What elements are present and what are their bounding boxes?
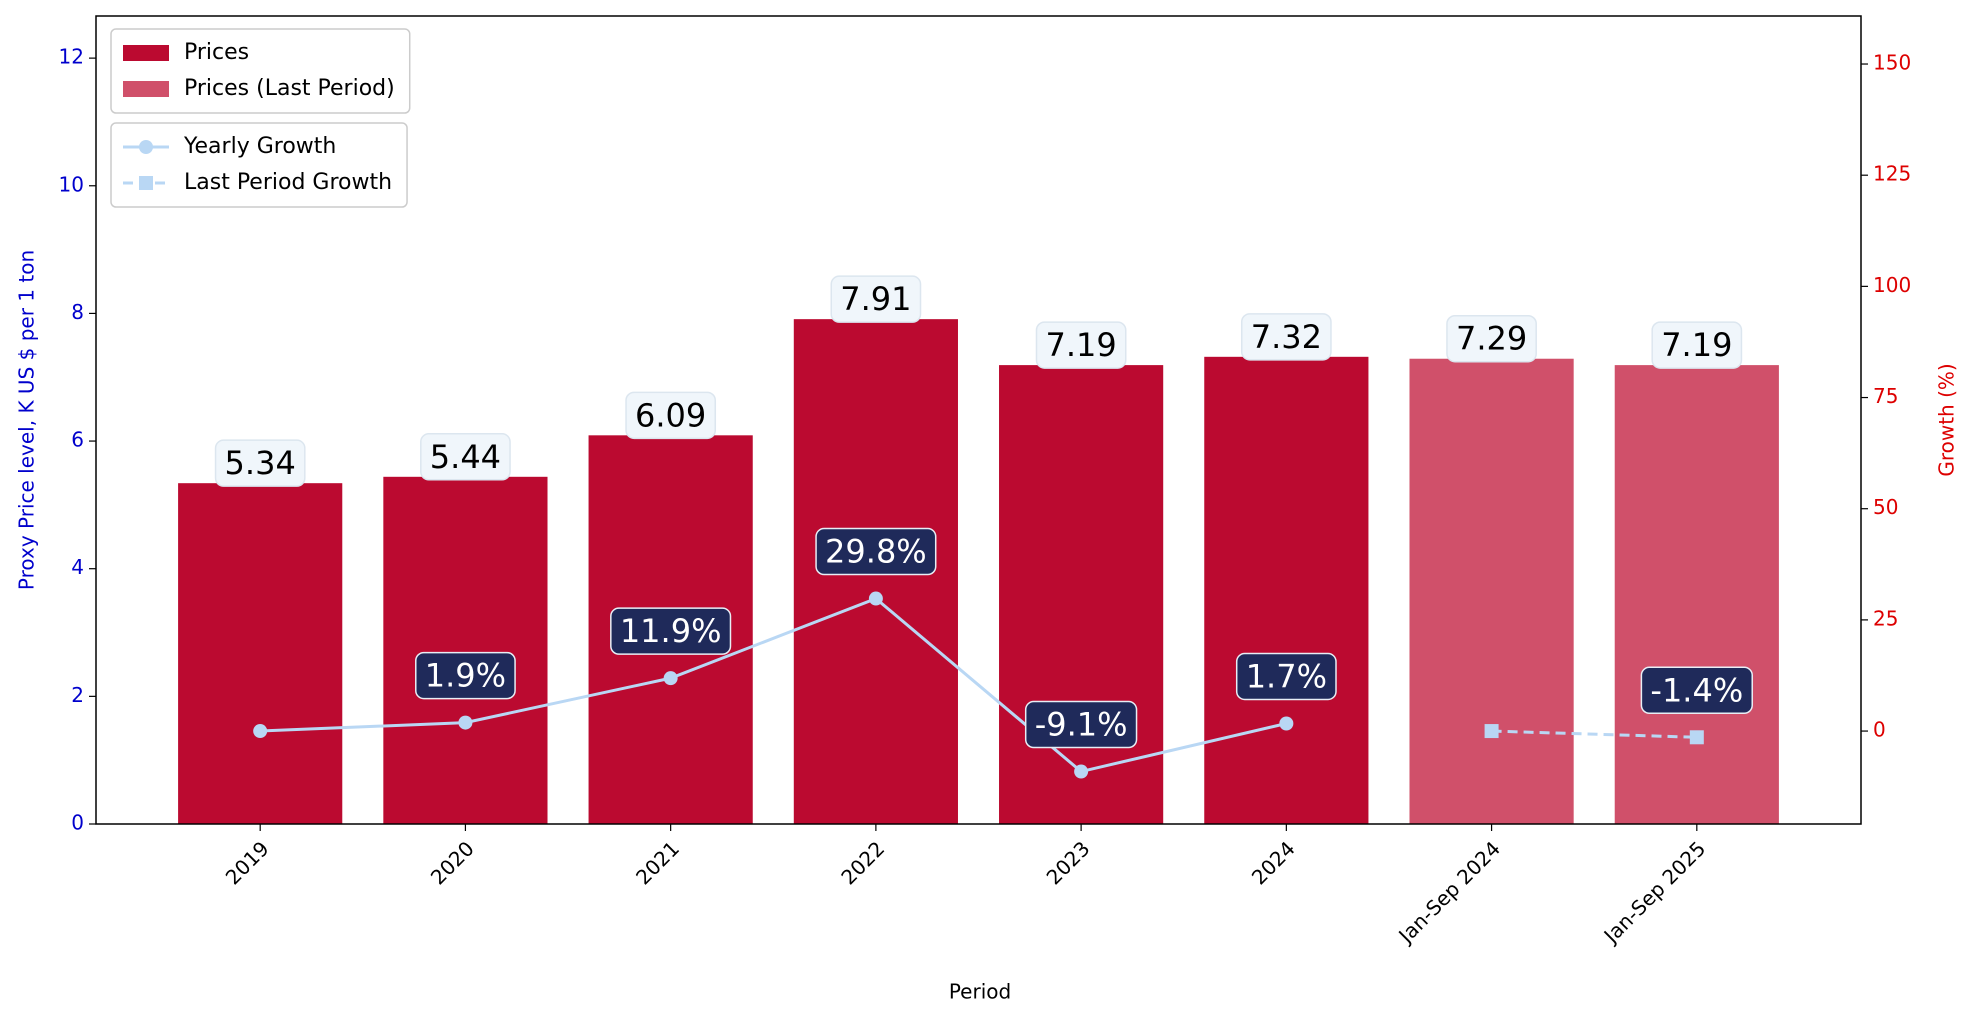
bar-value-label: 7.19 xyxy=(1045,326,1116,364)
growth-value-label: 1.9% xyxy=(425,657,506,695)
x-tick-label: 2023 xyxy=(1042,836,1095,889)
legend-marker xyxy=(139,140,153,154)
legend: Prices Prices (Last Period) xyxy=(110,28,411,114)
value-label-box xyxy=(815,527,937,576)
x-tick-label: 2019 xyxy=(221,836,274,889)
legend-swatch xyxy=(123,81,169,97)
growth-line xyxy=(1491,729,1697,739)
bar xyxy=(1204,356,1369,824)
y-tick-label: 4 xyxy=(71,555,84,579)
legend: Yearly Growth Last Period Growth xyxy=(110,122,408,208)
value-label-box xyxy=(830,275,922,323)
bar xyxy=(999,365,1164,824)
x-tick-label: 2021 xyxy=(631,836,684,889)
legend-marker xyxy=(139,176,153,190)
growth-marker xyxy=(868,591,883,606)
growth-marker xyxy=(1279,716,1294,731)
bar-value-label: 7.32 xyxy=(1251,318,1322,356)
growth-value-label: 1.7% xyxy=(1246,658,1327,696)
bar-value-label: 5.34 xyxy=(225,444,296,482)
growth-value-label: 11.9% xyxy=(620,612,722,650)
y-tick-label: 6 xyxy=(71,428,84,452)
y2-tick-label: 150 xyxy=(1873,51,1911,75)
growth-marker xyxy=(1074,764,1089,779)
value-label-box xyxy=(415,651,516,700)
y-tick-label: 0 xyxy=(71,811,84,835)
y-axis-label: Proxy Price level, K US $ per 1 ton xyxy=(15,250,39,590)
bar xyxy=(1409,358,1574,824)
x-axis-label: Period xyxy=(949,980,1011,1004)
x-tick-label: Jan-Sep 2024 xyxy=(1393,836,1505,948)
legend-box xyxy=(110,122,408,208)
growth-value-label: -1.4% xyxy=(1650,671,1743,709)
growth-marker xyxy=(1484,724,1499,739)
legend-label: Yearly Growth xyxy=(183,134,336,159)
y2-tick-label: 125 xyxy=(1873,162,1911,186)
value-label-box xyxy=(1446,314,1537,363)
bar-value-label: 7.19 xyxy=(1661,326,1732,364)
growth-marker xyxy=(663,671,678,686)
y2-tick-label: 50 xyxy=(1873,495,1898,519)
value-label-box xyxy=(214,439,306,487)
value-label-box xyxy=(1024,700,1138,749)
bar-value-label: 6.09 xyxy=(635,396,706,434)
value-label-box xyxy=(420,433,511,481)
x-tick-label: 2022 xyxy=(836,836,889,889)
bar-value-label: 7.91 xyxy=(840,280,911,318)
growth-value-label: -9.1% xyxy=(1035,706,1128,744)
x-tick-label: 2024 xyxy=(1247,836,1300,889)
bar-value-label: 5.44 xyxy=(430,438,501,476)
y-tick-label: 2 xyxy=(71,683,84,707)
x-tick-label: 2020 xyxy=(426,836,479,889)
value-label-box xyxy=(1240,313,1332,361)
growth-marker xyxy=(253,724,268,739)
legend-swatch xyxy=(123,45,169,61)
y2-tick-label: 0 xyxy=(1873,718,1886,742)
bar xyxy=(383,476,548,824)
growth-value-label: 29.8% xyxy=(825,533,927,571)
y-tick-label: 8 xyxy=(71,300,84,324)
legend-box xyxy=(110,28,411,114)
legend-label: Last Period Growth xyxy=(184,170,392,195)
bar xyxy=(1614,365,1779,824)
y2-tick-label: 25 xyxy=(1873,606,1898,630)
bar-value-label: 7.29 xyxy=(1456,320,1527,358)
plot-frame xyxy=(95,15,1862,825)
value-label-box xyxy=(1235,652,1337,701)
value-label-box xyxy=(1640,666,1753,715)
y2-axis-label: Growth (%) xyxy=(1935,363,1959,476)
y2-tick-label: 100 xyxy=(1873,273,1911,297)
value-label-box xyxy=(610,607,732,655)
legend-label: Prices (Last Period) xyxy=(184,76,395,101)
y-tick-label: 12 xyxy=(59,45,84,69)
value-label-box xyxy=(1035,321,1127,369)
bar xyxy=(178,483,343,824)
growth-line xyxy=(260,596,1287,774)
value-label-box xyxy=(625,391,717,440)
growth-marker xyxy=(1689,730,1704,745)
legend-label: Prices xyxy=(184,40,249,65)
x-tick-label: Jan-Sep 2025 xyxy=(1598,836,1710,948)
value-label-box xyxy=(1651,321,1743,369)
y-tick-label: 10 xyxy=(59,172,84,196)
growth-marker xyxy=(458,715,473,730)
y2-tick-label: 75 xyxy=(1873,384,1898,408)
